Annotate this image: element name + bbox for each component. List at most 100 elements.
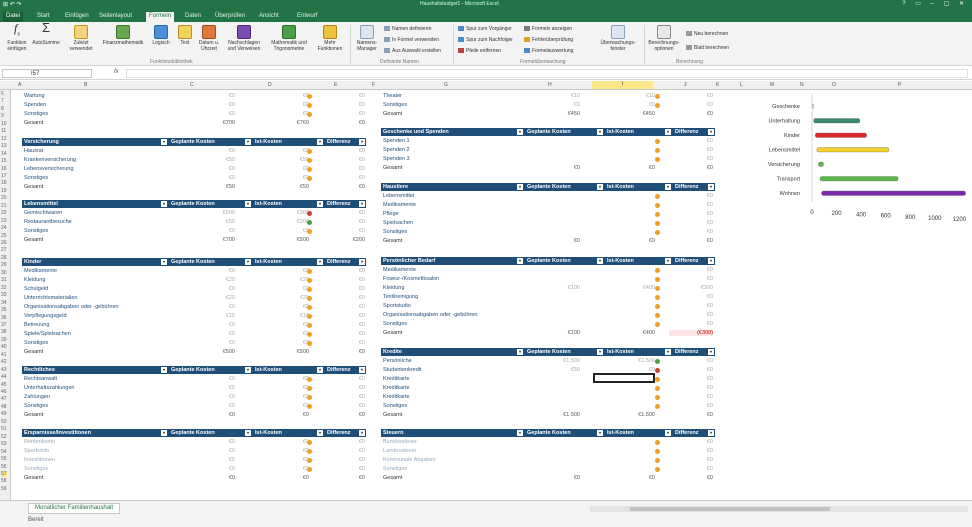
row-header-55[interactable]: 55: [1, 456, 7, 463]
table-row[interactable]: Friseur-/Kosmetiksalon €0: [381, 275, 715, 284]
name-manager-button[interactable]: Namens- Manager: [354, 25, 380, 52]
table-row[interactable]: Medikamente €0 €0 €0: [22, 267, 366, 276]
recent-button[interactable]: Zuletzt verwendet: [66, 25, 96, 52]
watch-window-button[interactable]: Überwachungs- fenster: [596, 25, 640, 52]
row-header-41[interactable]: 41: [1, 351, 7, 358]
autosum-button[interactable]: Σ AutoSumme: [32, 20, 60, 46]
define-name-button[interactable]: Namen definieren: [384, 26, 431, 32]
table-row[interactable]: Spielsachen €0: [381, 219, 715, 228]
row-header-23[interactable]: 23: [1, 217, 7, 224]
column-header-H[interactable]: H: [548, 82, 552, 88]
row-header-57[interactable]: 57: [1, 470, 7, 477]
table-row[interactable]: Pflege €0: [381, 210, 715, 219]
row-header-48[interactable]: 48: [1, 403, 7, 410]
table-row[interactable]: Gesamt €1.500 €1.500 €0: [381, 411, 715, 420]
row-header-7[interactable]: 7: [1, 98, 4, 105]
column-header-C[interactable]: C: [190, 82, 194, 88]
table-row[interactable]: Rentenkonto €0 €0 €0: [22, 438, 366, 447]
row-header-50[interactable]: 50: [1, 418, 7, 425]
table-row[interactable]: Kreditkarte €0: [381, 393, 715, 402]
row-header-8[interactable]: 8: [1, 105, 4, 112]
table-row[interactable]: Sportstudio €0: [381, 302, 715, 311]
table-row[interactable]: Sonstiges €0 €0 €0: [22, 339, 366, 348]
calc-options-button[interactable]: Berechnungs- optionen: [646, 25, 682, 52]
filter-dropdown-icon[interactable]: ▾: [245, 139, 251, 145]
table-row[interactable]: Sonstiges €0 €0 €0: [22, 174, 366, 183]
filter-dropdown-icon[interactable]: ▾: [245, 430, 251, 436]
filter-dropdown-icon[interactable]: ▾: [161, 430, 167, 436]
sheet-tab[interactable]: Monatlicher Familienhaushalt: [28, 503, 121, 514]
more-functions-button[interactable]: Mehr Funktionen: [314, 25, 346, 52]
row-header-42[interactable]: 42: [1, 359, 7, 366]
error-checking-button[interactable]: Fehlerüberprüfung: [524, 37, 573, 43]
tab-0[interactable]: Datei: [3, 12, 24, 22]
filter-dropdown-icon[interactable]: ▾: [359, 201, 365, 207]
row-header-15[interactable]: 15: [1, 158, 7, 165]
row-header-44[interactable]: 44: [1, 374, 7, 381]
row-header-9[interactable]: 9: [1, 113, 4, 120]
row-header-30[interactable]: 30: [1, 269, 7, 276]
filter-dropdown-icon[interactable]: ▾: [708, 430, 714, 436]
table-row[interactable]: Gesamt €0 €0 €0: [381, 237, 715, 246]
column-header-K[interactable]: K: [716, 82, 720, 88]
column-header-N[interactable]: N: [800, 82, 804, 88]
column-header-O[interactable]: O: [832, 82, 836, 88]
filter-dropdown-icon[interactable]: ▾: [317, 367, 323, 373]
row-header-28[interactable]: 28: [1, 254, 7, 261]
datetime-button[interactable]: Datum u. Uhrzeit: [196, 25, 222, 52]
filter-dropdown-icon[interactable]: ▾: [317, 139, 323, 145]
row-header-49[interactable]: 49: [1, 411, 7, 418]
row-header-35[interactable]: 35: [1, 307, 7, 314]
row-header-12[interactable]: 12: [1, 135, 7, 142]
table-row[interactable]: Gesamt €0 €0 €0: [381, 474, 715, 483]
table-row[interactable]: Spenden 1 €0: [381, 137, 715, 146]
table-row[interactable]: Gemischtwaren €500 €300 €0: [22, 209, 366, 218]
create-from-selection-button[interactable]: Aus Auswahl erstellen: [384, 48, 441, 54]
row-header-18[interactable]: 18: [1, 180, 7, 187]
filter-dropdown-icon[interactable]: ▾: [161, 139, 167, 145]
row-header-16[interactable]: 16: [1, 165, 7, 172]
row-header-43[interactable]: 43: [1, 366, 7, 373]
table-row[interactable]: Gesamt €700 €500 €200: [22, 236, 366, 245]
table-row[interactable]: Bundessteuer €0: [381, 438, 715, 447]
filter-dropdown-icon[interactable]: ▾: [708, 129, 714, 135]
horizontal-scrollbar[interactable]: [590, 506, 968, 512]
row-header-10[interactable]: 10: [1, 120, 7, 127]
filter-dropdown-icon[interactable]: ▾: [161, 259, 167, 265]
table-row[interactable]: Wartung €0 €0 €0: [22, 92, 366, 101]
table-row[interactable]: Unterrichtsmaterialien €20 €20 €0: [22, 294, 366, 303]
row-header-6[interactable]: 6: [1, 91, 4, 97]
formula-input[interactable]: [126, 69, 968, 78]
filter-dropdown-icon[interactable]: ▾: [245, 259, 251, 265]
table-row[interactable]: Gesamt €700 €760 €0: [22, 119, 366, 128]
row-header-20[interactable]: 20: [1, 195, 7, 202]
table-row[interactable]: Kreditkarte €0: [381, 375, 715, 384]
insert-function-button[interactable]: fx Funktion einfügen: [7, 21, 27, 52]
filter-dropdown-icon[interactable]: ▾: [665, 430, 671, 436]
table-row[interactable]: Sonstiges €0: [381, 228, 715, 237]
row-header-13[interactable]: 13: [1, 143, 7, 150]
filter-dropdown-icon[interactable]: ▾: [359, 259, 365, 265]
row-header-29[interactable]: 29: [1, 262, 7, 269]
filter-dropdown-icon[interactable]: ▾: [317, 430, 323, 436]
table-row[interactable]: Lebensmittel €0: [381, 192, 715, 201]
table-row[interactable]: Kreditkarte €0: [381, 384, 715, 393]
filter-dropdown-icon[interactable]: ▾: [245, 201, 251, 207]
filter-dropdown-icon[interactable]: ▾: [517, 258, 523, 264]
math-button[interactable]: Mathematik und Trigonometrie: [266, 25, 312, 52]
budget-bar-chart[interactable]: Geschenke Unterhaltung Kinder Lebensmittel V…: [726, 90, 972, 236]
filter-dropdown-icon[interactable]: ▾: [517, 349, 523, 355]
trace-dependents-button[interactable]: Spur zum Nachfolger: [458, 37, 513, 43]
row-header-45[interactable]: 45: [1, 381, 7, 388]
filter-dropdown-icon[interactable]: ▾: [708, 349, 714, 355]
column-header-G[interactable]: G: [444, 82, 448, 88]
table-row[interactable]: Sonstiges €0 €0 €0: [381, 101, 715, 110]
filter-dropdown-icon[interactable]: ▾: [161, 201, 167, 207]
table-row[interactable]: Organisationsabgaben oder -gebühren €0: [381, 311, 715, 320]
calc-sheet-button[interactable]: Blatt berechnen: [686, 45, 729, 51]
use-in-formula-button[interactable]: In Formel verwenden: [384, 37, 439, 43]
filter-dropdown-icon[interactable]: ▾: [665, 349, 671, 355]
row-header-52[interactable]: 52: [1, 433, 7, 440]
table-row[interactable]: Rechtsanwalt €0 €0 €0: [22, 375, 366, 384]
filter-dropdown-icon[interactable]: ▾: [665, 184, 671, 190]
